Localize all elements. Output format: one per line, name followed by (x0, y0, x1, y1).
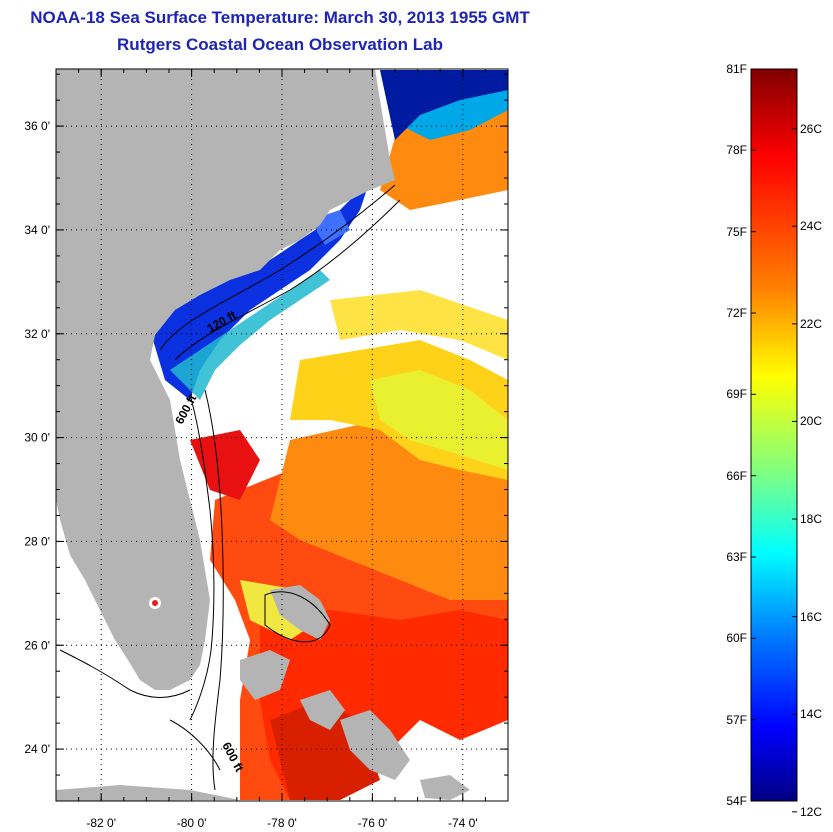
longitude-label: -82 0' (86, 816, 116, 830)
map-axis-ticks (55, 69, 509, 802)
colorbar-celsius-label: 18C (800, 512, 823, 527)
latitude-labels: 36 0' 34 0' 32 0' 30 0' 28 0' 26 0' 24 0' (24, 119, 50, 756)
colorbar-celsius-label: 26C (800, 121, 823, 136)
colorbar-celsius-label: 20C (800, 414, 823, 429)
longitude-label: -76 0' (358, 816, 388, 830)
latitude-label: 32 0' (24, 327, 50, 341)
map-title: NOAA-18 Sea Surface Temperature: March 3… (30, 8, 530, 27)
colorbar-fahrenheit-label: 69F (726, 387, 747, 402)
colorbar-celsius-label: 14C (800, 707, 823, 722)
colorbar-celsius-label: 16C (800, 609, 823, 624)
longitude-labels: -82 0' -80 0' -78 0' -76 0' -74 0' (86, 816, 477, 830)
colorbar-celsius-label: 12C (800, 804, 823, 819)
colorbar-fahrenheit-label: 72F (726, 306, 747, 320)
colorbar-fahrenheit-label: 60F (726, 631, 747, 646)
latitude-label: 30 0' (24, 431, 50, 445)
colorbar-fahrenheit-label: 78F (726, 143, 747, 158)
latitude-label: 34 0' (24, 223, 50, 237)
latitude-label: 28 0' (24, 534, 50, 548)
colorbar-fahrenheit-label: 54F (726, 794, 747, 808)
colorbar-celsius-label: 24C (800, 219, 823, 234)
bathymetry-contours (59, 184, 401, 791)
land-mass (56, 69, 395, 690)
latitude-label: 36 0' (24, 119, 50, 133)
colorbar-celsius-label: 22C (800, 316, 823, 331)
longitude-label: -80 0' (177, 816, 207, 830)
map-subtitle: Rutgers Coastal Ocean Observation Lab (117, 35, 443, 54)
colorbar-ticks (751, 68, 797, 813)
latitude-label: 26 0' (24, 638, 50, 652)
latitude-label: 24 0' (24, 742, 50, 756)
longitude-label: -78 0' (267, 816, 297, 830)
colorbar (750, 68, 798, 802)
colorbar-fahrenheit-label: 75F (726, 224, 747, 239)
colorbar-fahrenheit-label: 57F (726, 712, 747, 727)
longitude-label: -74 0' (448, 816, 478, 830)
colorbar-fahrenheit-label: 63F (726, 550, 747, 564)
map-gridlines (56, 69, 508, 801)
colorbar-fahrenheit-label: 66F (726, 468, 747, 483)
colorbar-fahrenheit-label: 81F (726, 62, 747, 76)
